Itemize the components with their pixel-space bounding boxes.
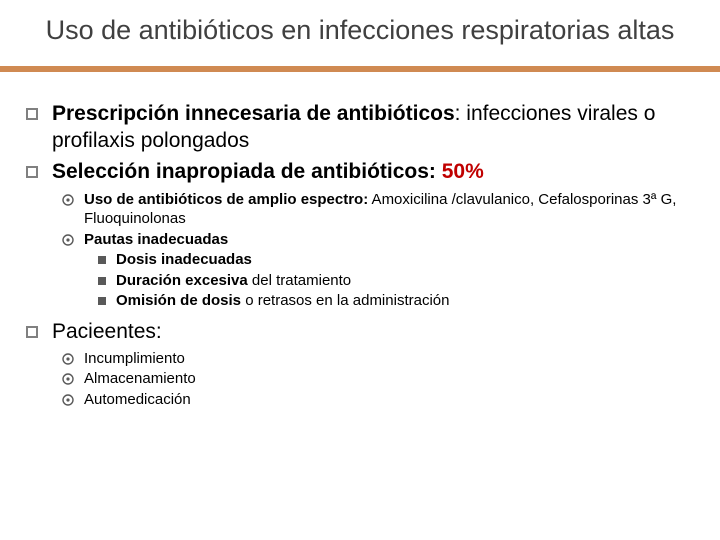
bullet-text: Automedicación (84, 390, 191, 410)
bullet-level2: Almacenamiento (62, 369, 694, 389)
target-bullet-icon (62, 373, 74, 385)
bold-span: Dosis inadecuadas (116, 251, 252, 268)
target-bullet-icon (62, 194, 74, 206)
bold-span: Selección inapropiada de antibióticos: (52, 160, 436, 183)
target-bullet-icon (62, 353, 74, 365)
text-span: Automedicación (84, 391, 191, 408)
text-span: Almacenamiento (84, 370, 196, 387)
bold-span: Uso de antibióticos de amplio espectro: (84, 191, 368, 208)
bullet-level3: Duración excesiva del tratamiento (98, 271, 694, 291)
red-span: 50% (436, 160, 484, 183)
bullet-level2: Pautas inadecuadas (62, 230, 694, 250)
bullet-text: Almacenamiento (84, 369, 196, 389)
bullet-text: Pacieentes: (52, 318, 162, 345)
bold-span: Duración excesiva (116, 272, 248, 289)
bullet-text: Duración excesiva del tratamiento (116, 271, 351, 291)
bullet-level3: Dosis inadecuadas (98, 250, 694, 270)
bullet-level2: Uso de antibióticos de amplio espectro: … (62, 190, 694, 229)
bullet-level1: Selección inapropiada de antibióticos: 5… (26, 158, 694, 185)
bullet-level2: Automedicación (62, 390, 694, 410)
square-bullet-icon (26, 108, 38, 120)
target-bullet-icon (62, 394, 74, 406)
slide-title: Uso de antibióticos en infecciones respi… (0, 0, 720, 58)
bullet-level1: Prescripción innecesaria de antibióticos… (26, 100, 694, 155)
target-bullet-icon (62, 234, 74, 246)
square-fill-bullet-icon (98, 277, 106, 285)
text-span: del tratamiento (248, 272, 351, 289)
bullet-text: Incumplimiento (84, 349, 185, 369)
bullet-text: Pautas inadecuadas (84, 230, 228, 250)
bullet-text: Selección inapropiada de antibióticos: 5… (52, 158, 484, 185)
text-span: Incumplimiento (84, 350, 185, 367)
square-bullet-icon (26, 166, 38, 178)
bullet-text: Prescripción innecesaria de antibióticos… (52, 100, 694, 155)
bullet-level1: Pacieentes: (26, 318, 694, 345)
bold-span: Omisión de dosis (116, 292, 241, 309)
square-fill-bullet-icon (98, 256, 106, 264)
bullet-text: Omisión de dosis o retrasos en la admini… (116, 291, 449, 311)
accent-bar (0, 66, 720, 72)
text-span: Pacieentes: (52, 320, 162, 343)
bullet-text: Dosis inadecuadas (116, 250, 252, 270)
text-span: o retrasos en la administración (241, 292, 449, 309)
square-bullet-icon (26, 326, 38, 338)
bullet-text: Uso de antibióticos de amplio espectro: … (84, 190, 694, 229)
bold-span: Prescripción innecesaria de antibióticos (52, 102, 455, 125)
bullet-level2: Incumplimiento (62, 349, 694, 369)
bullet-level3: Omisión de dosis o retrasos en la admini… (98, 291, 694, 311)
square-fill-bullet-icon (98, 297, 106, 305)
slide-content: Prescripción innecesaria de antibióticos… (0, 100, 720, 410)
bold-span: Pautas inadecuadas (84, 231, 228, 248)
